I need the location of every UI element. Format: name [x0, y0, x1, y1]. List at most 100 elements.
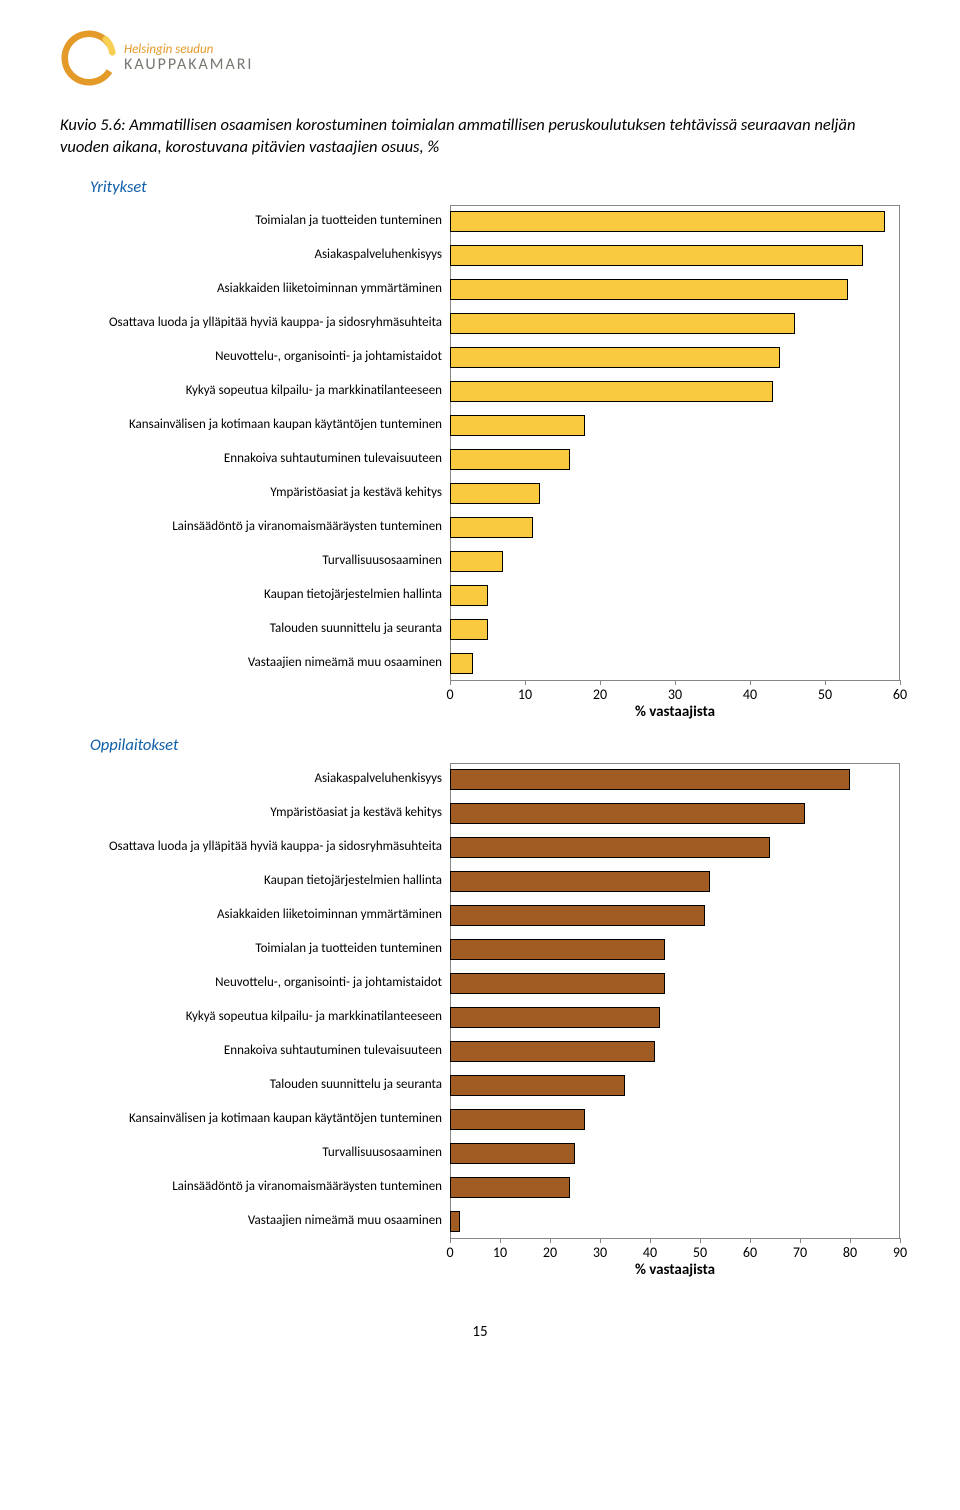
bar-plot-cell	[450, 443, 900, 477]
bar-row: Asiakkaiden liiketoiminnan ymmärtäminen	[60, 273, 900, 307]
bar-row: Vastaajien nimeämä muu osaaminen	[60, 647, 900, 681]
x-tick-label: 40	[743, 686, 757, 703]
x-tick-label: 90	[893, 1244, 907, 1261]
bar-row: Ympäristöasiat ja kestävä kehitys	[60, 477, 900, 511]
bar-label: Neuvottelu-, organisointi- ja johtamista…	[60, 976, 450, 991]
x-tick-label: 60	[893, 686, 907, 703]
x-tick-label: 30	[668, 686, 682, 703]
bar-label: Turvallisuusosaaminen	[60, 1146, 450, 1161]
bar-row: Kykyä sopeutua kilpailu- ja markkinatila…	[60, 1001, 900, 1035]
bar-label: Kansainvälisen ja kotimaan kaupan käytän…	[60, 1112, 450, 1127]
x-tick-label: 10	[493, 1244, 507, 1261]
bar	[450, 381, 773, 403]
bar-plot-cell	[450, 1035, 900, 1069]
bar-label: Kykyä sopeutua kilpailu- ja markkinatila…	[60, 1010, 450, 1025]
bar-row: Turvallisuusosaaminen	[60, 545, 900, 579]
bar-row: Osattava luoda ja ylläpitää hyviä kauppa…	[60, 831, 900, 865]
bar-label: Asiakaspalveluhenkisyys	[60, 772, 450, 787]
bar-row: Asiakaspalveluhenkisyys	[60, 239, 900, 273]
x-tick-label: 0	[446, 1244, 453, 1261]
x-axis: 0102030405060	[450, 681, 900, 703]
bar-plot-cell	[450, 763, 900, 797]
chart2-section-label: Oppilaitokset	[90, 735, 900, 755]
bar-label: Ympäristöasiat ja kestävä kehitys	[60, 806, 450, 821]
bar-row: Neuvottelu-, organisointi- ja johtamista…	[60, 967, 900, 1001]
bar-label: Ennakoiva suhtautuminen tulevaisuuteen	[60, 452, 450, 467]
x-tick-label: 80	[843, 1244, 857, 1261]
logo-text: Helsingin seudun KAUPPAKAMARI	[124, 42, 253, 74]
bar	[450, 1109, 585, 1131]
bar	[450, 837, 770, 859]
bar	[450, 1041, 655, 1063]
bar-label: Lainsäädöntö ja viranomaismääräysten tun…	[60, 520, 450, 535]
x-axis-title: % vastaajista	[450, 703, 900, 721]
x-axis-title: % vastaajista	[450, 1261, 900, 1279]
bar-plot-cell	[450, 899, 900, 933]
bar-label: Vastaajien nimeämä muu osaaminen	[60, 1214, 450, 1229]
bar-plot-cell	[450, 967, 900, 1001]
bar-label: Talouden suunnittelu ja seuranta	[60, 622, 450, 637]
bar	[450, 245, 863, 267]
bar-plot-cell	[450, 647, 900, 681]
bar-plot-cell	[450, 831, 900, 865]
bar-plot-cell	[450, 307, 900, 341]
bar-row: Ympäristöasiat ja kestävä kehitys	[60, 797, 900, 831]
bar	[450, 313, 795, 335]
bar	[450, 803, 805, 825]
bar-row: Osattava luoda ja ylläpitää hyviä kauppa…	[60, 307, 900, 341]
bar-row: Kansainvälisen ja kotimaan kaupan käytän…	[60, 409, 900, 443]
bar-row: Ennakoiva suhtautuminen tulevaisuuteen	[60, 1035, 900, 1069]
bar	[450, 939, 665, 961]
bar-label: Ympäristöasiat ja kestävä kehitys	[60, 486, 450, 501]
bar	[450, 347, 780, 369]
bar	[450, 483, 540, 505]
bar-plot-cell	[450, 511, 900, 545]
bar-row: Kaupan tietojärjestelmien hallinta	[60, 865, 900, 899]
bar-row: Lainsäädöntö ja viranomaismääräysten tun…	[60, 511, 900, 545]
logo-arc-icon	[60, 30, 116, 86]
bar-plot-cell	[450, 1137, 900, 1171]
bar-plot-cell	[450, 579, 900, 613]
chart-oppilaitokset: Asiakaspalveluhenkisyys Ympäristöasiat ja…	[60, 763, 900, 1279]
bar	[450, 1143, 575, 1165]
bar	[450, 1075, 625, 1097]
page-number: 15	[60, 1323, 900, 1341]
bar-label: Talouden suunnittelu ja seuranta	[60, 1078, 450, 1093]
bar	[450, 871, 710, 893]
bar-label: Toimialan ja tuotteiden tunteminen	[60, 942, 450, 957]
bar	[450, 415, 585, 437]
x-tick-label: 30	[593, 1244, 607, 1261]
bar-row: Kaupan tietojärjestelmien hallinta	[60, 579, 900, 613]
bar-plot-cell	[450, 409, 900, 443]
bar	[450, 973, 665, 995]
logo-line2: KAUPPAKAMARI	[124, 55, 253, 74]
bar-row: Toimialan ja tuotteiden tunteminen	[60, 933, 900, 967]
bar-label: Kaupan tietojärjestelmien hallinta	[60, 874, 450, 889]
bar-plot-cell	[450, 375, 900, 409]
bar-label: Asiakaspalveluhenkisyys	[60, 248, 450, 263]
bar-plot-cell	[450, 865, 900, 899]
bar-label: Kaupan tietojärjestelmien hallinta	[60, 588, 450, 603]
bar-label: Neuvottelu-, organisointi- ja johtamista…	[60, 350, 450, 365]
bar-plot-cell	[450, 1001, 900, 1035]
bar-plot-cell	[450, 1205, 900, 1239]
bar-plot-cell	[450, 273, 900, 307]
bar-label: Lainsäädöntö ja viranomaismääräysten tun…	[60, 1180, 450, 1195]
x-axis: 0102030405060708090	[450, 1239, 900, 1261]
bar-row: Toimialan ja tuotteiden tunteminen	[60, 205, 900, 239]
bar-plot-cell	[450, 1103, 900, 1137]
bar-row: Kansainvälisen ja kotimaan kaupan käytän…	[60, 1103, 900, 1137]
x-tick-label: 60	[743, 1244, 757, 1261]
x-tick-label: 50	[693, 1244, 707, 1261]
chart-yritykset: Toimialan ja tuotteiden tunteminen Asiaka…	[60, 205, 900, 721]
bar-label: Kykyä sopeutua kilpailu- ja markkinatila…	[60, 384, 450, 399]
bar-label: Kansainvälisen ja kotimaan kaupan käytän…	[60, 418, 450, 433]
x-tick-label: 20	[543, 1244, 557, 1261]
bar-plot-cell	[450, 341, 900, 375]
bar-row: Kykyä sopeutua kilpailu- ja markkinatila…	[60, 375, 900, 409]
bar-row: Talouden suunnittelu ja seuranta	[60, 613, 900, 647]
x-tick-label: 0	[446, 686, 453, 703]
bar	[450, 279, 848, 301]
bar-plot-cell	[450, 797, 900, 831]
bar-label: Osattava luoda ja ylläpitää hyviä kauppa…	[60, 316, 450, 331]
